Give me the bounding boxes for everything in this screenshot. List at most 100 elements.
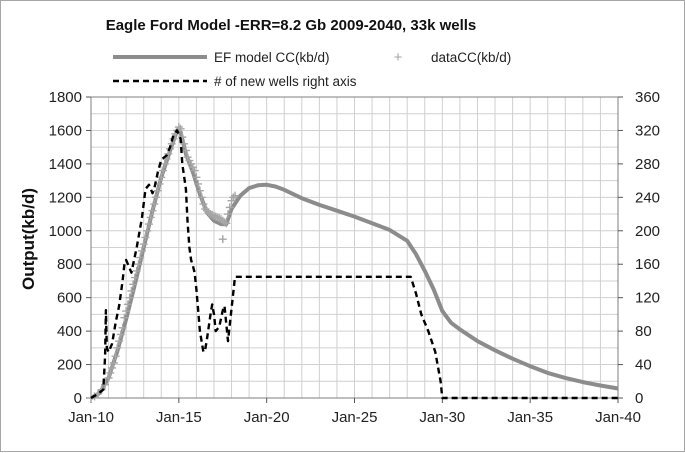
data-point-marker (141, 233, 150, 242)
y2-tick-label: 80 (635, 323, 652, 340)
data-point-marker (220, 218, 229, 227)
data-point-marker (222, 219, 231, 228)
data-point-marker (218, 235, 227, 244)
x-tick-label: Jan-20 (244, 409, 290, 426)
data-point-marker (113, 343, 122, 352)
data-point-marker (94, 389, 103, 398)
x-tick-label: Jan-30 (419, 409, 465, 426)
data-point-marker (194, 179, 203, 188)
data-point-marker (176, 124, 185, 133)
data-point-marker (209, 211, 218, 220)
data-point-marker (104, 373, 113, 382)
y2-tick-label: 240 (635, 189, 660, 206)
data-point-marker (125, 293, 134, 302)
data-point-marker (231, 191, 240, 200)
data-point-marker (137, 246, 146, 255)
data-point-marker (123, 300, 132, 309)
y-tick-label: 0 (74, 390, 82, 407)
data-point-marker (153, 186, 162, 195)
data-point-marker (143, 226, 152, 235)
x-tick-label: Jan-40 (595, 409, 641, 426)
y2-tick-label: 320 (635, 122, 660, 139)
data-point-marker (136, 253, 145, 262)
data-point-marker (122, 307, 131, 316)
x-tick-label: Jan-35 (507, 409, 553, 426)
data-point-marker (174, 123, 183, 132)
y-tick-label: 1200 (49, 189, 82, 206)
data-point-marker (192, 173, 201, 182)
data-point-marker (197, 193, 206, 202)
y-axis-label: Output(kb/d) (19, 188, 38, 290)
data-point-marker (199, 200, 208, 209)
data-point-marker (139, 240, 148, 249)
data-point-marker (129, 280, 138, 289)
y2-tick-label: 200 (635, 223, 660, 240)
data-point-marker (180, 139, 189, 148)
data-point-marker (144, 220, 153, 229)
y-tick-label: 800 (57, 256, 82, 273)
data-point-marker (132, 266, 141, 275)
data-point-marker (134, 260, 143, 269)
y-tick-label: 1000 (49, 223, 82, 240)
y2-tick-label: 0 (635, 390, 643, 407)
data-point-marker (208, 210, 217, 219)
plot-area (87, 123, 619, 402)
data-point-marker (150, 200, 159, 209)
y2-tick-label: 120 (635, 290, 660, 307)
data-point-marker (146, 213, 155, 222)
legend: EF model CC(kb/d) + dataCC(kb/d) # of ne… (113, 49, 511, 89)
y2-tick-label: 160 (635, 256, 660, 273)
data-point-marker (225, 203, 234, 212)
data-point-marker (159, 166, 168, 175)
data-point-marker (130, 273, 139, 282)
legend-label-data-cc: dataCC(kb/d) (431, 50, 511, 65)
series-new-wells-line (90, 129, 618, 400)
data-point-marker (211, 212, 220, 221)
legend-swatch-data-cc: + (394, 49, 403, 66)
data-point-marker (164, 149, 173, 158)
data-point-marker (190, 166, 199, 175)
x-tick-label: Jan-25 (332, 409, 378, 426)
data-point-marker (155, 179, 164, 188)
data-point-marker (127, 286, 136, 295)
data-point-marker (224, 210, 233, 219)
y2-tick-label: 360 (635, 89, 660, 106)
legend-label-ef-model: EF model CC(kb/d) (214, 50, 330, 65)
data-point-marker (178, 133, 187, 142)
data-point-marker (109, 358, 118, 367)
data-point-marker (101, 380, 110, 389)
data-point-marker (181, 146, 190, 155)
series-data-cc-markers (87, 123, 240, 402)
x-tick-label: Jan-15 (156, 409, 202, 426)
data-point-marker (148, 206, 157, 215)
y-tick-label: 1600 (49, 122, 82, 139)
data-point-marker (213, 213, 222, 222)
y-tick-label: 1800 (49, 89, 82, 106)
axes: 0 200 400 600 800 1000 1200 1400 1600 1800 0 40 80 12… (49, 89, 660, 426)
data-point-marker (106, 368, 115, 377)
data-point-marker (111, 352, 120, 361)
legend-label-new-wells: # of new wells right axis (214, 74, 357, 89)
data-point-marker (151, 193, 160, 202)
data-point-marker (206, 210, 215, 219)
y-tick-label: 1400 (49, 156, 82, 173)
data-point-marker (118, 323, 127, 332)
chart-title: Eagle Ford Model -ERR=8.2 Gb 2009-2040, … (106, 17, 477, 34)
data-point-marker (229, 193, 238, 202)
y-tick-label: 600 (57, 290, 82, 307)
data-point-marker (195, 186, 204, 195)
data-point-marker (160, 159, 169, 168)
y-tick-label: 200 (57, 357, 82, 374)
x-tick-label: Jan-10 (68, 409, 114, 426)
gridlines (90, 96, 619, 399)
y-tick-label: 400 (57, 323, 82, 340)
data-point-marker (108, 363, 117, 372)
data-point-marker (157, 173, 166, 182)
data-point-marker (115, 337, 124, 346)
y2-tick-label: 40 (635, 357, 652, 374)
y2-tick-label: 280 (635, 156, 660, 173)
data-point-marker (116, 330, 125, 339)
data-point-marker (120, 313, 129, 322)
